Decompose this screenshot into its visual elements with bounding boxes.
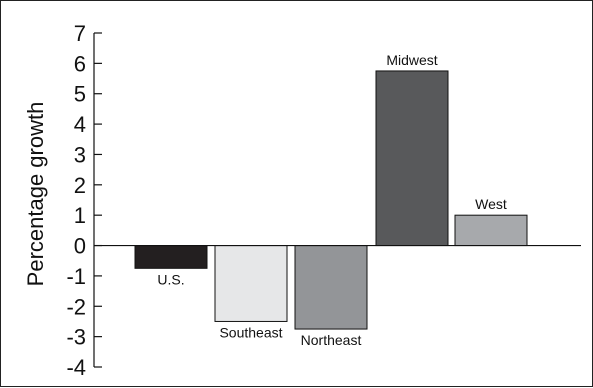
bar-label: Midwest [386,52,437,68]
bar-label: Southeast [219,324,282,340]
y-tick-label: 5 [74,82,86,107]
y-tick-label: 3 [74,142,86,167]
bar-labels: U.S. Southeast Northeast Midwest West [157,52,507,348]
y-tick-label: 6 [74,51,86,76]
y-tick-label: 0 [74,234,86,259]
bar-west [454,214,528,247]
bar-label: U.S. [157,271,184,287]
y-tick-label: -1 [66,264,86,289]
bar-us [134,245,208,269]
y-tick-label: 1 [74,203,86,228]
y-tick-label: -4 [66,355,86,380]
bars [134,70,528,330]
bar-label: West [475,196,507,212]
y-tick-label: -3 [66,325,86,350]
bar-midwest [375,70,449,247]
bar-northeast [294,245,368,330]
y-tick-label: -2 [66,294,86,319]
y-tick-label: 4 [74,112,86,137]
bar-label: Northeast [301,332,362,348]
y-tick-label: 2 [74,173,86,198]
bar-southeast [214,245,288,322]
y-axis-title: Percentage growth [23,102,48,287]
y-axis-ticks: 7 6 5 4 3 2 1 0 -1 -2 -3 -4 [66,21,102,380]
y-tick-label: 7 [74,21,86,46]
